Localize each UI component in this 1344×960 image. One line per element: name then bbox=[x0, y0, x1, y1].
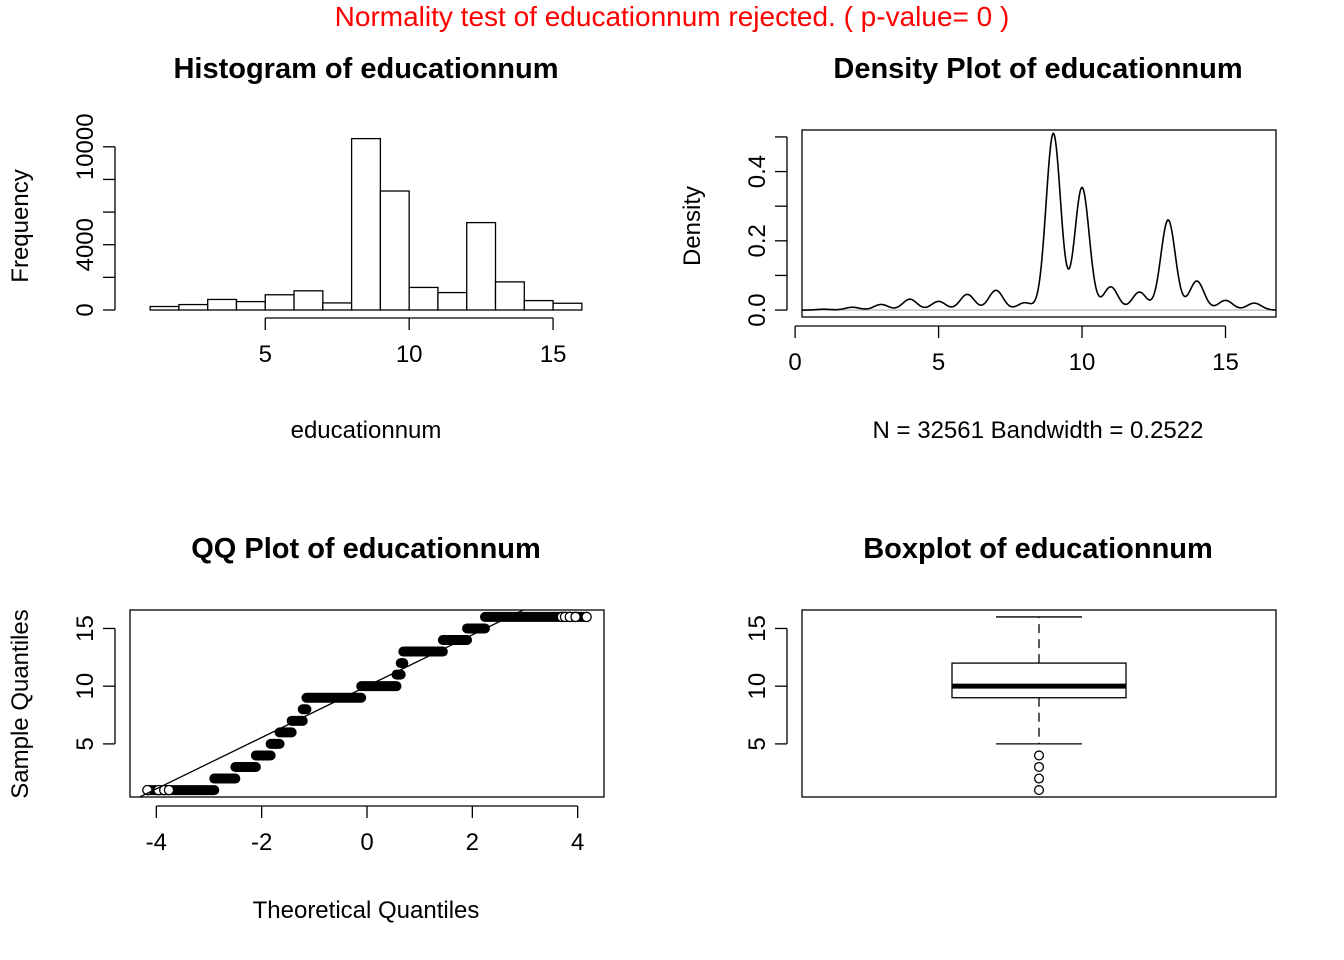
histogram-bar bbox=[408, 286, 439, 311]
boxplot-frame bbox=[801, 609, 1277, 798]
boxplot-box bbox=[951, 662, 1127, 699]
qq-x-tick-label: -2 bbox=[251, 829, 272, 856]
histogram-bar bbox=[437, 291, 468, 311]
density-x-tick-label: 5 bbox=[932, 349, 945, 376]
histogram-bar bbox=[322, 302, 353, 311]
boxplot-marks: 5 10 15 bbox=[744, 609, 1277, 798]
qq-y-tick-label: 10 bbox=[72, 673, 99, 700]
density-x-tick-label: 10 bbox=[1069, 349, 1096, 376]
qq-x-tick-label: 0 bbox=[360, 829, 373, 856]
histogram-y-tick-label: 0 bbox=[72, 303, 99, 316]
histogram-bar bbox=[494, 281, 525, 311]
histogram-panel: Histogram of educationnum educationnum F… bbox=[7, 53, 583, 444]
density-x-tick-label: 0 bbox=[788, 349, 801, 376]
density-marks: 0 5 10 15 0.0 0.2 0.4 bbox=[744, 129, 1277, 376]
histogram-bar bbox=[293, 290, 324, 311]
qq-marks: -4 -2 0 2 4 5 10 15 bbox=[72, 609, 605, 856]
qq-x-tick-label: 4 bbox=[571, 829, 584, 856]
density-y-tick-label: 0.2 bbox=[744, 224, 771, 257]
histogram-bar bbox=[466, 221, 497, 311]
qq-title: QQ Plot of educationnum bbox=[191, 533, 541, 565]
density-ylabel: Density bbox=[679, 186, 706, 266]
qq-x-tick-label: -4 bbox=[146, 829, 167, 856]
density-x-tick-label: 15 bbox=[1212, 349, 1239, 376]
histogram-bar bbox=[149, 305, 180, 311]
boxplot-outlier bbox=[1033, 750, 1045, 761]
histogram-xlabel: educationnum bbox=[291, 417, 442, 444]
histogram-bar bbox=[350, 137, 382, 311]
boxplot-y-tick-label: 15 bbox=[744, 615, 771, 642]
qq-y-tick-label: 5 bbox=[72, 737, 99, 750]
histogram-x-tick-label: 10 bbox=[396, 341, 423, 368]
histogram-marks: 5 10 15 0 4000 10000 bbox=[72, 113, 583, 368]
boxplot-panel: Boxplot of educationnum 5 10 15 bbox=[744, 533, 1277, 798]
qq-plot-frame bbox=[129, 609, 605, 798]
density-xlabel: N = 32561 Bandwidth = 0.2522 bbox=[873, 417, 1204, 444]
boxplot-outlier bbox=[1033, 785, 1045, 796]
density-title: Density Plot of educationnum bbox=[833, 53, 1242, 85]
histogram-bar bbox=[264, 294, 295, 311]
histogram-bar bbox=[552, 302, 583, 311]
histogram-x-tick-label: 15 bbox=[540, 341, 567, 368]
boxplot-outlier bbox=[1033, 761, 1045, 773]
boxplot-y-tick-label: 5 bbox=[744, 737, 771, 750]
histogram-bar bbox=[207, 298, 238, 311]
histogram-y-tick-label: 4000 bbox=[72, 218, 99, 271]
qq-point bbox=[581, 611, 592, 623]
qq-x-tick-label: 2 bbox=[466, 829, 479, 856]
boxplot-y-tick-label: 10 bbox=[744, 673, 771, 700]
qq-point bbox=[163, 784, 175, 796]
histogram-x-tick-label: 5 bbox=[259, 341, 272, 368]
histogram-y-tick-label: 10000 bbox=[72, 113, 99, 180]
density-panel: Density Plot of educationnum N = 32561 B… bbox=[679, 53, 1277, 444]
histogram-bar bbox=[235, 300, 266, 311]
qq-point bbox=[570, 611, 581, 623]
density-plot-frame bbox=[801, 129, 1277, 318]
histogram-title: Histogram of educationnum bbox=[173, 53, 558, 85]
qq-points bbox=[138, 610, 592, 797]
qq-ylabel: Sample Quantiles bbox=[7, 609, 34, 798]
histogram-bar bbox=[379, 190, 410, 311]
qq-y-tick-label: 15 bbox=[72, 615, 99, 642]
qq-xlabel: Theoretical Quantiles bbox=[253, 897, 480, 924]
boxplot-title: Boxplot of educationnum bbox=[863, 533, 1213, 565]
density-curve bbox=[802, 132, 1276, 311]
boxplot-outlier bbox=[1033, 773, 1045, 784]
density-y-tick-label: 0.4 bbox=[744, 155, 771, 188]
qq-reference-line bbox=[138, 610, 525, 797]
histogram-bar bbox=[178, 303, 209, 311]
histogram-bar bbox=[523, 299, 554, 311]
histogram-ylabel: Frequency bbox=[7, 169, 34, 282]
qq-panel: QQ Plot of educationnum Theoretical Quan… bbox=[7, 533, 605, 924]
suptitle: Normality test of educationnum rejected.… bbox=[335, 1, 1010, 32]
density-y-tick-label: 0.0 bbox=[744, 293, 771, 326]
